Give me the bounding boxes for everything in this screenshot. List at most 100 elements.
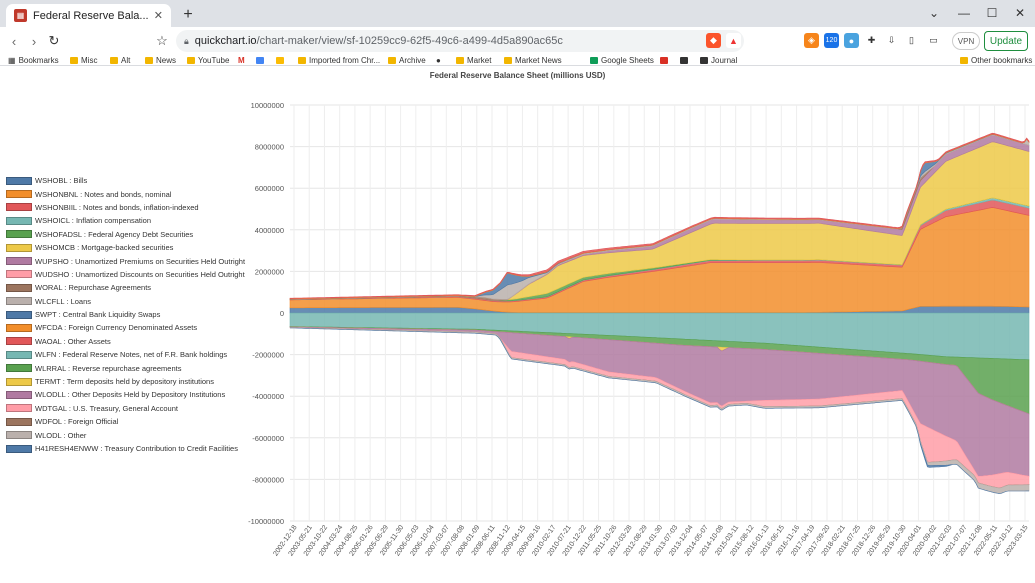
metamask-icon[interactable]: ◈ xyxy=(804,33,819,48)
folder-icon xyxy=(187,56,195,64)
legend-label: TERMT : Term deposits held by depository… xyxy=(35,377,214,387)
legend-item[interactable]: WLCFLL : Loans xyxy=(6,295,256,308)
download-icon[interactable]: ⇩ xyxy=(884,33,899,48)
bookmark-bookmarks[interactable]: ▦ Bookmarks xyxy=(8,55,59,65)
legend-label: WLFN : Federal Reserve Notes, net of F.R… xyxy=(35,350,228,360)
bookmark-google-sheets[interactable]: Google Sheets xyxy=(590,55,654,65)
bookmark-keep-icon[interactable] xyxy=(276,55,284,65)
bookmark-misc[interactable]: Misc xyxy=(70,55,97,65)
maximize-icon[interactable]: ☐ xyxy=(986,6,998,20)
legend-item[interactable]: WLODL : Other xyxy=(6,428,256,441)
bookmark-globe-icon[interactable]: ● xyxy=(436,55,441,65)
legend-swatch xyxy=(6,243,32,252)
vpn-button[interactable]: VPN xyxy=(952,32,980,50)
y-tick-label: -8000000 xyxy=(252,475,284,484)
legend-item[interactable]: TERMT : Term deposits held by depository… xyxy=(6,375,256,388)
legend-swatch xyxy=(6,417,32,426)
legend-swatch xyxy=(6,176,32,185)
bookmark-news[interactable]: News xyxy=(145,55,176,65)
legend-item[interactable]: WSHOMCB : Mortgage-backed securities xyxy=(6,241,256,254)
legend-item[interactable]: WLFN : Federal Reserve Notes, net of F.R… xyxy=(6,348,256,361)
bookmark-alt[interactable]: Alt xyxy=(110,55,130,65)
legend-swatch xyxy=(6,377,32,386)
bookmark-other-bookmarks[interactable]: Other bookmarks xyxy=(960,55,1032,65)
close-window-icon[interactable]: ✕ xyxy=(1014,6,1026,20)
browser-toolbar: ‹ › ↻ ☆ 🔒︎ quickchart.io/chart-maker/vie… xyxy=(0,27,1035,55)
extensions-puzzle-icon[interactable]: ✚ xyxy=(864,33,879,48)
bookmark-notion-icon[interactable] xyxy=(680,55,688,65)
legend-item[interactable]: WSHOBL : Bills xyxy=(6,174,256,187)
legend-swatch xyxy=(6,216,32,225)
legend-label: WLCFLL : Loans xyxy=(35,296,91,306)
browser-tab[interactable]: ▦ Federal Reserve Bala... ✕ xyxy=(6,4,171,27)
tab-search-chevron-icon[interactable]: ⌄ xyxy=(928,6,940,20)
legend-swatch xyxy=(6,364,32,373)
legend-label: WSHOBL : Bills xyxy=(35,176,88,186)
lock-icon[interactable]: 🔒︎ xyxy=(184,35,189,46)
y-tick-label: 10000000 xyxy=(251,101,284,110)
quickchart-favicon-icon: ▦ xyxy=(14,9,27,22)
legend-item[interactable]: H41RESH4ENWW : Treasury Contribution to … xyxy=(6,442,256,455)
sidebar-icon[interactable]: ▯ xyxy=(904,33,919,48)
bookmark-youtube[interactable]: YouTube xyxy=(187,55,229,65)
extension-badge-icon[interactable]: 120 xyxy=(824,33,839,48)
legend-item[interactable]: WSHOICL : Inflation compensation xyxy=(6,214,256,227)
bookmarks-bar: ▦ Bookmarks Misc Alt News YouTube M Impor… xyxy=(0,55,1035,65)
legend-label: WUPSHO : Unamortized Premiums on Securit… xyxy=(35,256,246,266)
bookmark-market[interactable]: Market xyxy=(456,55,491,65)
legend-label: WSHOFADSL : Federal Agency Debt Securiti… xyxy=(35,229,194,239)
address-bar[interactable]: 🔒︎ quickchart.io/chart-maker/view/sf-102… xyxy=(176,30,744,52)
legend-item[interactable]: WFCDA : Foreign Currency Denominated Ass… xyxy=(6,321,256,334)
toolbar-divider xyxy=(0,65,1035,66)
reload-icon[interactable]: ↻ xyxy=(48,33,60,48)
y-tick-label: -4000000 xyxy=(252,392,284,401)
bookmark-archive[interactable]: Archive xyxy=(388,55,426,65)
legend-item[interactable]: WDTGAL : U.S. Treasury, General Account xyxy=(6,402,256,415)
legend-label: WSHONBNL : Notes and bonds, nominal xyxy=(35,189,172,199)
bookmark-red-icon[interactable] xyxy=(660,55,668,65)
legend-item[interactable]: WSHONBNL : Notes and bonds, nominal xyxy=(6,187,256,200)
legend-label: WFCDA : Foreign Currency Denominated Ass… xyxy=(35,323,198,333)
tab-close-icon[interactable]: ✕ xyxy=(153,10,163,22)
legend-label: WDTGAL : U.S. Treasury, General Account xyxy=(35,403,178,413)
legend-item[interactable]: SWPT : Central Bank Liquidity Swaps xyxy=(6,308,256,321)
brave-shield-icon[interactable]: ◆ xyxy=(706,33,721,48)
legend-item[interactable]: WAOAL : Other Assets xyxy=(6,335,256,348)
legend-swatch xyxy=(6,230,32,239)
legend-item[interactable]: WUDSHO : Unamortized Discounts on Securi… xyxy=(6,268,256,281)
chart-legend: WSHOBL : Bills WSHONBNL : Notes and bonds… xyxy=(6,174,256,455)
extension-circle-icon[interactable]: ● xyxy=(844,33,859,48)
forward-icon[interactable]: › xyxy=(31,33,37,49)
legend-item[interactable]: WUPSHO : Unamortized Premiums on Securit… xyxy=(6,254,256,267)
bookmark-gmail[interactable]: M xyxy=(238,55,245,65)
legend-swatch xyxy=(6,283,32,292)
legend-item[interactable]: WSHOFADSL : Federal Agency Debt Securiti… xyxy=(6,228,256,241)
legend-item[interactable]: WLRRAL : Reverse repurchase agreements xyxy=(6,361,256,374)
bookmark-imported[interactable]: Imported from Chr... xyxy=(298,55,380,65)
bookmark-calendar-icon[interactable] xyxy=(256,55,264,65)
tab-strip: ▦ Federal Reserve Bala... ✕ + ⌄ — ☐ ✕ xyxy=(0,0,1035,27)
page-content: Federal Reserve Balance Sheet (millions … xyxy=(0,66,1035,583)
legend-item[interactable]: WDFOL : Foreign Official xyxy=(6,415,256,428)
y-tick-label: 2000000 xyxy=(255,267,284,276)
back-icon[interactable]: ‹ xyxy=(11,33,17,49)
bookmark-market-news[interactable]: Market News xyxy=(504,55,562,65)
brave-rewards-icon[interactable]: ▲ xyxy=(726,33,741,48)
legend-label: WLODL : Other xyxy=(35,430,87,440)
legend-item[interactable]: WORAL : Repurchase Agreements xyxy=(6,281,256,294)
y-tick-label: 0 xyxy=(280,309,284,318)
notion-icon xyxy=(700,56,708,64)
wallet-icon[interactable]: ▭ xyxy=(926,33,941,48)
legend-label: WSHONBIIL : Notes and bonds, inflation-i… xyxy=(35,202,199,212)
y-tick-label: -6000000 xyxy=(252,434,284,443)
chart-title: Federal Reserve Balance Sheet (millions … xyxy=(429,71,606,80)
minimize-icon[interactable]: — xyxy=(958,6,970,20)
legend-label: WSHOICL : Inflation compensation xyxy=(35,216,152,226)
bookmark-journal[interactable]: Journal xyxy=(700,55,737,65)
legend-item[interactable]: WSHONBIIL : Notes and bonds, inflation-i… xyxy=(6,201,256,214)
bookmark-star-icon[interactable]: ☆ xyxy=(156,33,168,48)
url-text[interactable]: quickchart.io/chart-maker/view/sf-10259c… xyxy=(194,35,563,47)
legend-item[interactable]: WLODLL : Other Deposits Held by Deposito… xyxy=(6,388,256,401)
update-button[interactable]: Update xyxy=(984,31,1028,51)
new-tab-button[interactable]: + xyxy=(183,6,193,23)
